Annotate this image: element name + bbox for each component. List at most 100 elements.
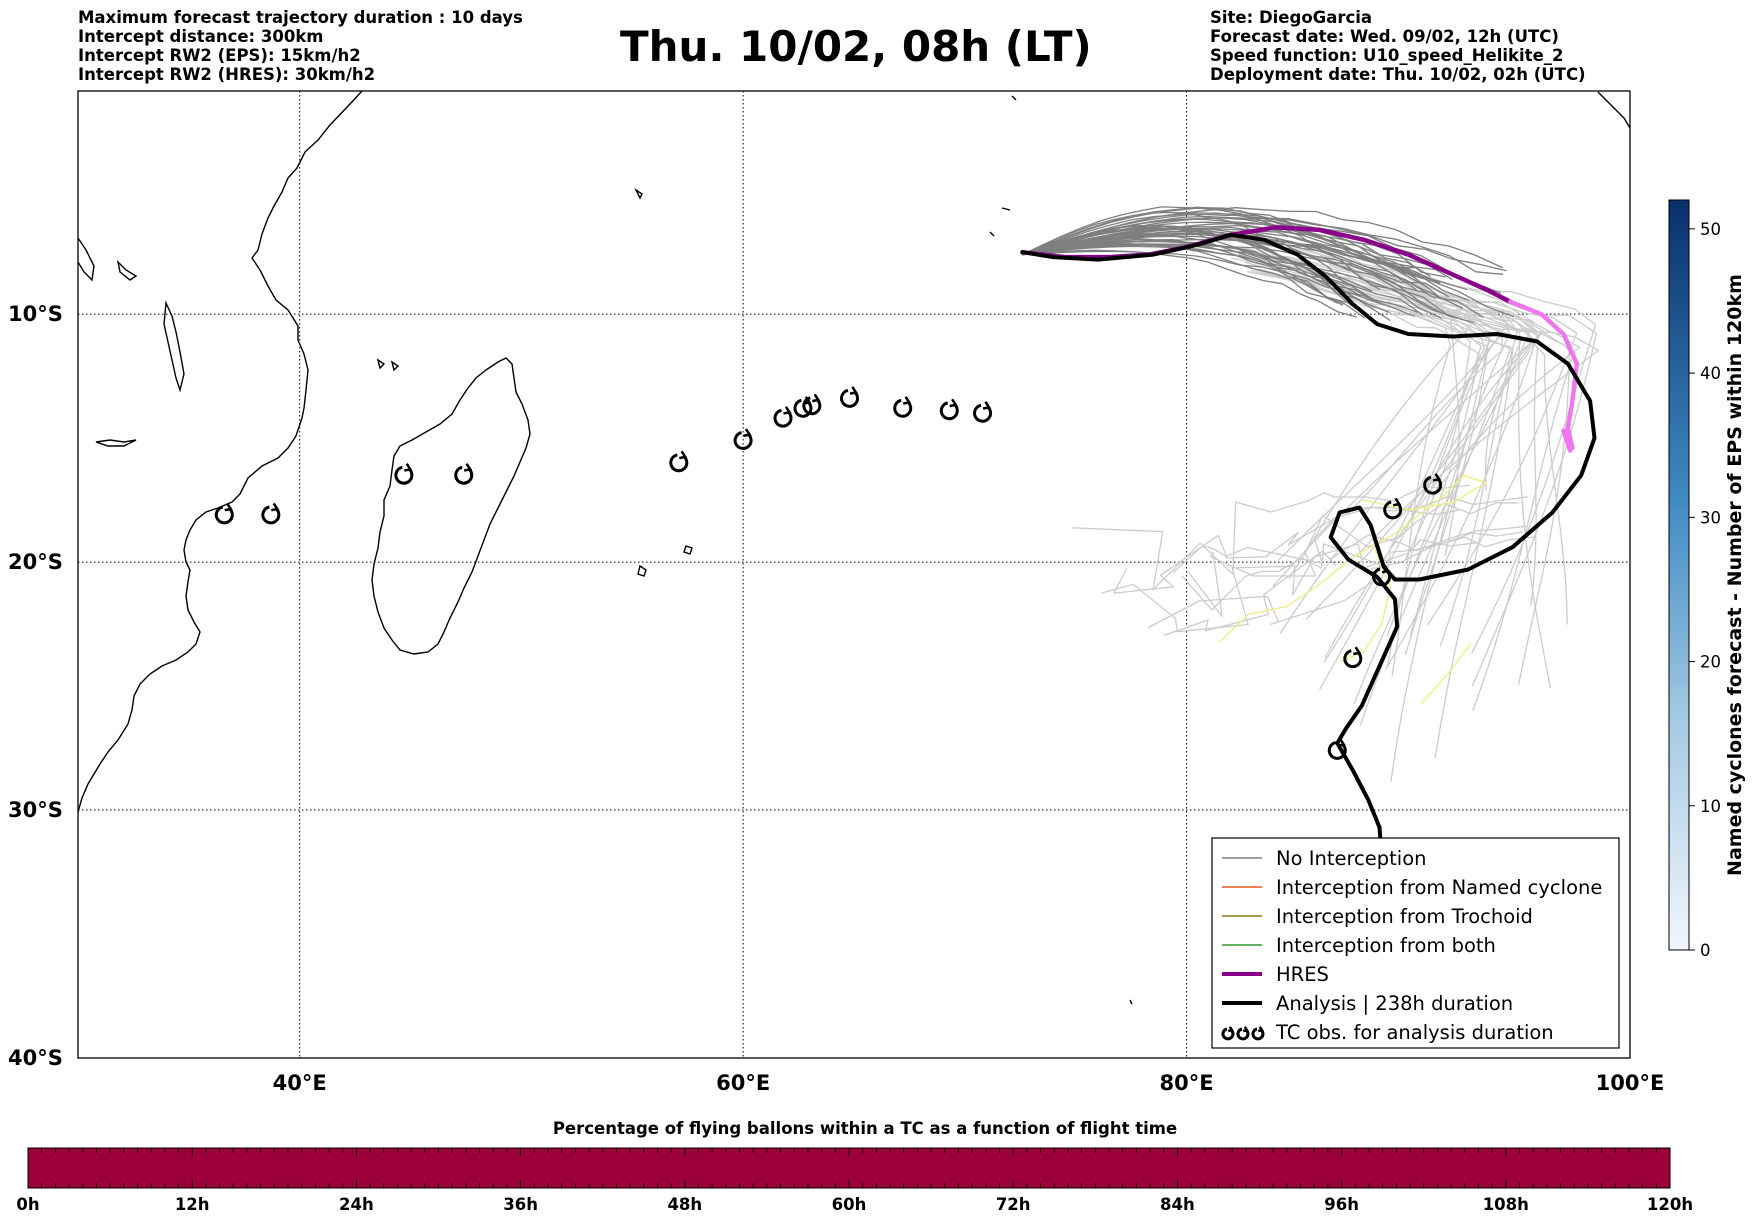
island-seychelles: [634, 187, 643, 200]
colorbar-bottom-tick-label: 120h: [1647, 1195, 1693, 1214]
tc-obs-marker: [893, 396, 913, 418]
eps-track-yellow: [1341, 549, 1392, 662]
lat-tick-label: 40°S: [8, 1046, 63, 1070]
header-deployment-date: Deployment date: Thu. 10/02, 02h (UTC): [1210, 65, 1586, 84]
colorbar-bottom-tick-label: 36h: [503, 1195, 538, 1214]
map-frame: [77, 90, 1631, 1059]
lon-tick-label: 80°E: [1160, 1071, 1214, 1095]
legend-label: No Interception: [1276, 847, 1427, 870]
lon-tick-label: 40°E: [273, 1071, 327, 1095]
eps-track-no-interception: [1021, 249, 1357, 318]
legend-label: Analysis | 238h duration: [1276, 992, 1513, 1015]
tc-obs-marker: [1327, 738, 1347, 760]
header-intercept-distance: Intercept distance: 300km: [78, 27, 324, 46]
eps-track-no-interception: [1021, 227, 1515, 318]
colorbar-bottom-tick-label: 48h: [667, 1195, 702, 1214]
tc-obs-marker: [1343, 646, 1363, 669]
eps-track-no-interception: [1021, 212, 1415, 277]
coast-ne-2: [116, 259, 138, 281]
colorbar-bottom-tick-label: 108h: [1483, 1195, 1529, 1214]
eps-track-no-interception: [1021, 245, 1418, 313]
tc-obs-marker: [939, 398, 959, 421]
eps-track-no-interception: [1021, 243, 1449, 298]
tc-obs-marker: [802, 393, 822, 416]
eps-track-faint: [1323, 270, 1485, 663]
colorbar-right-tick-label: 40: [1700, 364, 1721, 383]
africa-coastline: [78, 91, 363, 813]
legend-label: Interception from Trochoid: [1276, 905, 1533, 928]
colorbar-right-tick-label: 0: [1700, 941, 1711, 960]
lat-tick-label: 10°S: [8, 302, 63, 326]
header-right-info: Site: DiegoGarcia Forecast date: Wed. 09…: [1210, 8, 1586, 84]
colorbar-right-gradient: [1668, 199, 1690, 951]
lon-tick-label: 60°E: [716, 1071, 770, 1095]
legend-item: No Interception: [1222, 847, 1427, 870]
legend-item: Interception from both: [1222, 934, 1496, 957]
colorbar-right-tick-label: 10: [1700, 797, 1721, 816]
tc-obs-markers: [214, 386, 1443, 760]
eps-track-yellow: [1420, 643, 1472, 705]
tc-obs-marker: [261, 502, 281, 525]
tc-obs-marker: [1383, 497, 1403, 520]
legend-item: Interception from Trochoid: [1222, 905, 1533, 928]
tc-obs-marker: [214, 502, 234, 525]
eps-track-no-interception: [1021, 250, 1415, 317]
eps-track-faint: [1237, 253, 1518, 647]
eps-track-faint: [1244, 261, 1523, 491]
colorbar-bottom-tick-label: 60h: [832, 1195, 867, 1214]
colorbar-bottom-tick-label: 12h: [175, 1195, 210, 1214]
analysis-track: [1020, 232, 1597, 860]
colorbar-right-label: Named cyclones forecast - Number of EPS …: [1724, 274, 1746, 876]
legend-label: Interception from Named cyclone: [1276, 876, 1602, 899]
eps-track-yellow: [1219, 474, 1487, 643]
colorbar-bottom-tick-label: 96h: [1324, 1195, 1359, 1214]
header-max-duration: Maximum forecast trajectory duration : 1…: [78, 8, 523, 27]
colorbar-bottom-tick-label: 72h: [996, 1195, 1031, 1214]
eps-track-faint: [1187, 502, 1520, 618]
island-comoros: [376, 358, 400, 372]
colorbar-bottom-tick-label: 0h: [16, 1195, 39, 1214]
header-left-info: Maximum forecast trajectory duration : 1…: [78, 8, 523, 84]
tc-obs-marker: [669, 450, 689, 473]
legend-tc-obs-icon: [1236, 1026, 1250, 1041]
tc-obs-marker: [773, 406, 793, 428]
colorbar-bottom-title: Percentage of flying ballons within a TC…: [553, 1119, 1177, 1138]
eps-track-faint: [1347, 273, 1503, 514]
map-legend: No Interception Interception from Named c…: [1211, 837, 1620, 1049]
tc-obs-marker: [1423, 472, 1443, 495]
coastlines: [78, 91, 1630, 1005]
tc-obs-marker: [733, 428, 753, 450]
island-reunion: [683, 545, 693, 555]
colorbar-right-ticks: 0 10 20 30 40 50: [1689, 220, 1721, 960]
trajectory-tracks: [1020, 206, 1600, 860]
eps-track-faint: [1247, 271, 1580, 497]
madagascar-coastline: [371, 357, 531, 655]
dead-sea-coastline: [163, 300, 185, 393]
coast-mozambique-lake: [95, 439, 137, 447]
header-intercept-hres: Intercept RW2 (HRES): 30km/h2: [78, 65, 376, 84]
lon-tick-labels: 40°E 60°E 80°E 100°E: [273, 1071, 1665, 1095]
tc-obs-marker: [1372, 564, 1392, 587]
map-area: 40°E 60°E 80°E 100°E 10°S 20°S 30°S 40°S: [8, 90, 1665, 1095]
tc-obs-marker: [394, 463, 414, 485]
eps-track-faint: [1163, 525, 1527, 636]
legend-label: Interception from both: [1276, 934, 1496, 957]
coast-top-right: [1597, 91, 1630, 129]
legend-label: HRES: [1276, 963, 1329, 986]
header-forecast-date: Forecast date: Wed. 09/02, 12h (UTC): [1210, 27, 1559, 46]
legend-box: [1211, 837, 1620, 1049]
eps-track-no-interception: [1021, 225, 1358, 300]
coast-ne-1: [78, 237, 95, 282]
colorbar-right-tick-label: 50: [1700, 220, 1721, 239]
header-site: Site: DiegoGarcia: [1210, 8, 1373, 27]
colorbar-bottom: Percentage of flying ballons within a TC…: [16, 1119, 1693, 1214]
colorbar-bottom-ticks: 0h 12h 24h 36h 48h 60h 72h 84h 96h 108h 120h: [16, 1148, 1693, 1214]
hres-track-late: [1508, 299, 1580, 453]
colorbar-right: 0 10 20 30 40 50 Named cyclones forecast - Nu…: [1668, 199, 1746, 960]
legend-item: HRES: [1222, 963, 1329, 986]
lat-tick-label: 20°S: [8, 550, 63, 574]
islands-small: [989, 95, 1133, 1005]
colorbar-right-tick-label: 20: [1700, 653, 1721, 672]
lat-tick-label: 30°S: [8, 798, 63, 822]
